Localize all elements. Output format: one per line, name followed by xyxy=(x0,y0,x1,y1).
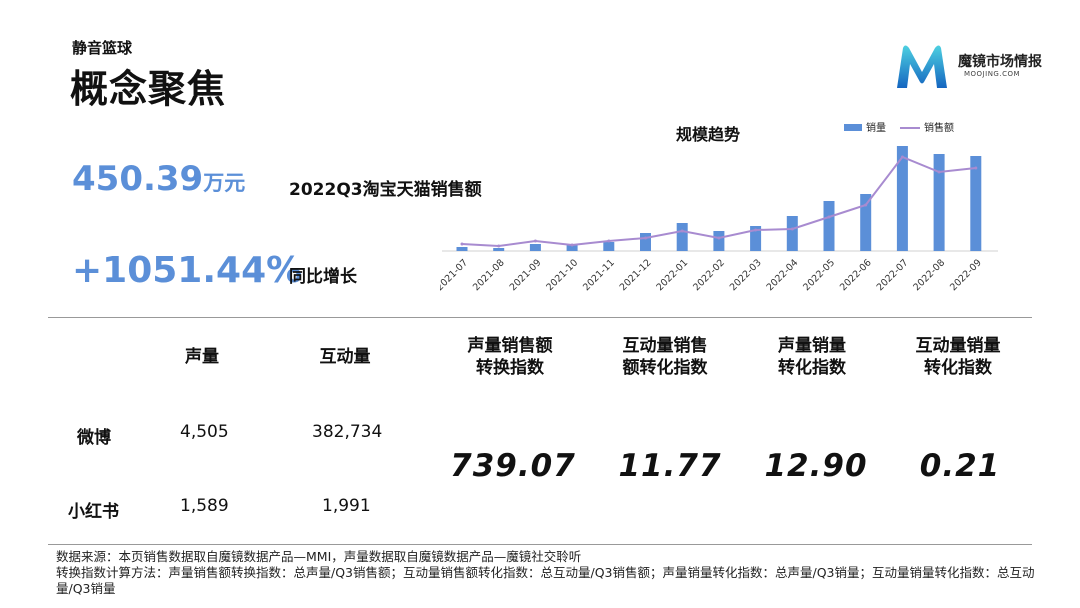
bar-2021-08 xyxy=(493,248,505,251)
line-point-2022-05 xyxy=(827,215,831,219)
trend-chart: 2021-07 2021-08 2021-09 2021-10 2021-11 2021-… xyxy=(440,121,998,293)
bar-2022-06 xyxy=(860,194,872,251)
divider-bottom xyxy=(48,544,1032,545)
x-tick-label: 2021-10 xyxy=(544,257,580,293)
cell-xhs-volume: 1,589 xyxy=(180,496,229,516)
x-tick-label: 2022-02 xyxy=(691,257,727,293)
x-tick-label: 2022-01 xyxy=(654,257,690,293)
index-value-4: 0.21 xyxy=(919,448,1001,484)
cell-weibo-interaction: 382,734 xyxy=(312,422,383,442)
x-tick-label: 2021-11 xyxy=(581,257,617,293)
line-point-2021-09 xyxy=(533,239,537,243)
bar-2022-01 xyxy=(676,223,688,251)
sales-label: 2022Q3淘宝天猫销售额 xyxy=(289,180,482,200)
bar-2022-07 xyxy=(896,146,908,251)
index-header-4: 互动量销量 转化指数 xyxy=(915,336,1001,378)
index-value-3: 12.90 xyxy=(764,448,868,484)
sales-value: 450.39万元 xyxy=(72,159,245,199)
index-value-1: 739.07 xyxy=(450,448,576,484)
x-tick-label: 2022-04 xyxy=(765,257,801,293)
line-point-2021-10 xyxy=(570,243,574,247)
line-point-2022-07 xyxy=(900,155,904,159)
line-point-2022-03 xyxy=(754,228,758,232)
brand-url: MOOJING.COM xyxy=(964,70,1021,78)
sales-number: 450.39 xyxy=(72,159,204,199)
bar-2022-05 xyxy=(823,201,835,251)
bar-2021-10 xyxy=(566,245,578,251)
bar-2022-09 xyxy=(970,156,982,251)
sales-unit: 万元 xyxy=(203,171,246,195)
bar-2022-03 xyxy=(750,226,762,251)
x-tick-label: 2021-12 xyxy=(618,257,654,293)
col-header-volume: 声量 xyxy=(185,347,219,367)
x-tick-label: 2021-09 xyxy=(508,257,544,293)
x-tick-label: 2022-03 xyxy=(728,257,764,293)
x-tick-label: 2022-06 xyxy=(838,257,874,293)
bar-2022-08 xyxy=(933,154,945,251)
index-header-3: 声量销量 转化指数 xyxy=(778,336,846,378)
cell-weibo-volume: 4,505 xyxy=(180,422,229,442)
cell-xhs-interaction: 1,991 xyxy=(322,496,371,516)
bar-2022-04 xyxy=(786,216,798,251)
line-point-2022-06 xyxy=(864,203,868,207)
legend-swatch-volume xyxy=(844,124,862,131)
x-tick-label: 2021-07 xyxy=(440,257,470,293)
x-tick-label: 2022-07 xyxy=(875,257,911,293)
index-value-2: 11.77 xyxy=(618,448,722,484)
line-point-2022-02 xyxy=(717,236,721,240)
line-point-2021-12 xyxy=(644,236,647,240)
x-tick-label: 2022-05 xyxy=(801,257,837,293)
bar-2021-11 xyxy=(603,242,615,251)
page-subtitle: 静音篮球 xyxy=(72,39,133,57)
legend-label-volume: 销量 xyxy=(866,121,886,134)
index-header-1: 声量销售额 转换指数 xyxy=(467,336,553,378)
chart-title: 规模趋势 xyxy=(676,125,741,144)
row-label-weibo: 微博 xyxy=(77,428,111,448)
bar-2021-09 xyxy=(529,244,541,251)
footnote-method: 转换指数计算方法：声量销售额转换指数：总声量/Q3销售额；互动量销售额转化指数：… xyxy=(56,565,1035,596)
divider-top xyxy=(48,317,1032,318)
footnote-source: 数据来源：本页销售数据取自魔镜数据产品—MMI，声量数据取自魔镜数据产品—魔镜社… xyxy=(56,549,582,564)
bar-2021-07 xyxy=(456,247,468,251)
x-tick-label: 2022-08 xyxy=(911,257,947,293)
footnotes: 数据来源：本页销售数据取自魔镜数据产品—MMI，声量数据取自魔镜数据产品—魔镜社… xyxy=(56,549,1036,597)
page-title: 概念聚焦 xyxy=(70,67,227,111)
bar-2021-12 xyxy=(640,233,651,251)
line-point-2022-08 xyxy=(937,170,941,174)
line-point-2022-09 xyxy=(974,166,978,170)
legend-label-amount: 销售额 xyxy=(924,121,954,134)
growth-label: 同比增长 xyxy=(289,267,357,287)
line-point-2021-11 xyxy=(607,239,611,243)
line-point-2021-07 xyxy=(460,242,464,246)
index-header-2: 互动量销售 额转化指数 xyxy=(622,336,708,378)
x-tick-label: 2021-08 xyxy=(471,257,507,293)
bar-2022-02 xyxy=(713,231,725,251)
col-header-interaction: 互动量 xyxy=(319,347,371,367)
line-point-2021-08 xyxy=(497,244,501,248)
brand-logo-icon xyxy=(897,45,947,88)
row-label-xiaohongshu: 小红书 xyxy=(68,502,119,522)
brand-name: 魔镜市场情报 xyxy=(958,54,1042,70)
x-tick-label: 2022-09 xyxy=(948,257,984,293)
growth-value: +1051.44% xyxy=(72,250,303,291)
line-point-2022-04 xyxy=(790,227,794,231)
line-point-2022-01 xyxy=(680,229,684,233)
